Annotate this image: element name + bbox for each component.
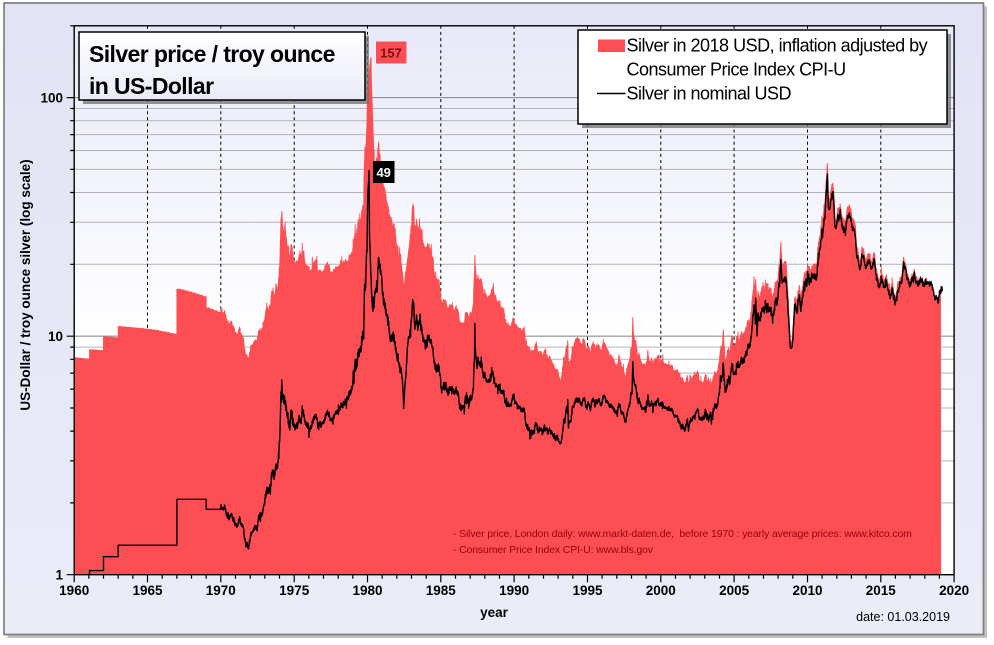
svg-text:2000: 2000: [646, 583, 676, 598]
svg-text:- Consumer Price Index CPI-U:: - Consumer Price Index CPI-U: www.bls.go…: [453, 544, 654, 556]
svg-text:1965: 1965: [132, 583, 163, 598]
svg-text:157: 157: [380, 46, 402, 61]
svg-text:2015: 2015: [866, 583, 897, 598]
svg-text:1975: 1975: [279, 583, 310, 598]
svg-text:Silver in 2018 USD, inflation: Silver in 2018 USD, inflation adjusted b…: [627, 36, 928, 56]
svg-text:- Silver price, London daily:: - Silver price, London daily: www.markt-…: [453, 528, 912, 540]
svg-text:1970: 1970: [206, 583, 236, 598]
svg-text:10: 10: [48, 329, 63, 344]
svg-text:100: 100: [40, 91, 63, 106]
svg-text:2020: 2020: [939, 583, 969, 598]
svg-text:Silver in nominal USD: Silver in nominal USD: [627, 84, 792, 104]
svg-text:Consumer Price Index CPI-U: Consumer Price Index CPI-U: [627, 60, 846, 80]
svg-text:1990: 1990: [499, 583, 529, 598]
svg-text:US-Dollar / troy ounce silver: US-Dollar / troy ounce silver (log scale…: [18, 159, 33, 410]
svg-text:Silver price / troy ounce: Silver price / troy ounce: [89, 41, 335, 67]
svg-text:2005: 2005: [719, 583, 750, 598]
svg-text:year: year: [480, 605, 509, 620]
svg-text:1: 1: [55, 568, 63, 583]
svg-text:1995: 1995: [572, 583, 603, 598]
svg-text:2010: 2010: [792, 583, 822, 598]
svg-text:in US-Dollar: in US-Dollar: [89, 73, 214, 99]
svg-text:49: 49: [376, 165, 390, 180]
svg-text:1960: 1960: [59, 583, 89, 598]
svg-text:1980: 1980: [352, 583, 382, 598]
svg-text:date: 01.03.2019: date: 01.03.2019: [856, 610, 950, 624]
svg-text:1985: 1985: [426, 583, 457, 598]
